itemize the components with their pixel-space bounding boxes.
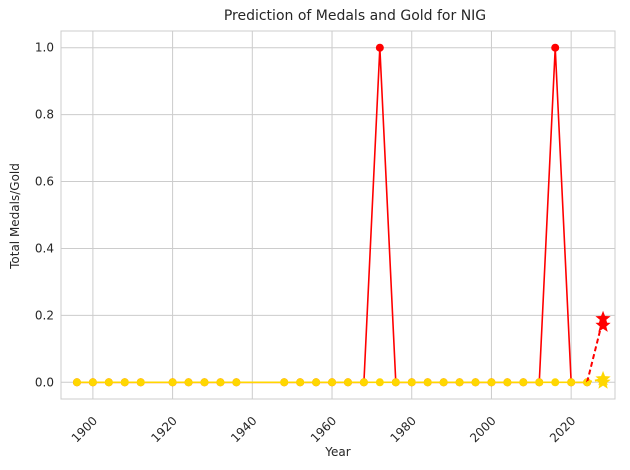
- grid: [61, 31, 615, 399]
- y-tick-label: 0.6: [35, 175, 54, 189]
- series-1-point: [200, 378, 209, 387]
- series-1-point: [455, 378, 464, 387]
- series-1-point: [328, 378, 337, 387]
- series-layer: [72, 43, 611, 389]
- series-1-point: [104, 378, 113, 387]
- series-1-point: [72, 378, 81, 387]
- series-1-point: [487, 378, 496, 387]
- series-1-point: [535, 378, 544, 387]
- series-0-point: [551, 43, 560, 52]
- prediction-star-1: [595, 374, 611, 389]
- x-tick-label: 2000: [467, 414, 498, 445]
- series-1-point: [391, 378, 400, 387]
- series-1-point: [280, 378, 289, 387]
- plot-frame: [60, 30, 616, 400]
- series-1-point: [551, 378, 560, 387]
- series-1-point: [471, 378, 480, 387]
- x-tick-label: 1960: [308, 414, 339, 445]
- y-tick-label: 0.2: [35, 308, 54, 322]
- series-1-point: [168, 378, 177, 387]
- chart-title: Prediction of Medals and Gold for NIG: [224, 8, 486, 24]
- x-axis-label: Year: [324, 445, 350, 459]
- x-tick-label: 2020: [547, 414, 578, 445]
- y-tick-label: 1.0: [35, 41, 54, 55]
- series-1-point: [407, 378, 416, 387]
- x-tick-label: 1940: [228, 414, 259, 445]
- series-1-point: [88, 378, 97, 387]
- series-1-point: [439, 378, 448, 387]
- series-1-point: [136, 378, 145, 387]
- series-1-point: [120, 378, 129, 387]
- series-1-point: [375, 378, 384, 387]
- y-tick-label: 0.0: [35, 375, 54, 389]
- prediction-line-0: [586, 318, 605, 383]
- series-1-point: [296, 378, 305, 387]
- series-1-point: [359, 378, 368, 387]
- prediction-line-1: [586, 377, 604, 384]
- series-1-point: [567, 378, 576, 387]
- x-tick-label: 1980: [388, 414, 419, 445]
- series-1-point: [184, 378, 193, 387]
- tick-labels: 1900 1920 1940 1960 1980 2000 2020 0.0 0.2 0.4 0.6…: [35, 41, 579, 445]
- series-1-point: [216, 378, 225, 387]
- series-1-point: [343, 378, 352, 387]
- prediction-star-0: [595, 317, 611, 332]
- y-tick-label: 0.8: [35, 108, 54, 122]
- series-0-point: [375, 43, 384, 52]
- x-tick-label: 1900: [69, 414, 100, 445]
- series-1-point: [519, 378, 528, 387]
- y-tick-label: 0.4: [35, 241, 54, 255]
- y-axis-label: Total Medals/Gold: [8, 163, 22, 270]
- series-1-point: [503, 378, 512, 387]
- series-1-point: [423, 378, 432, 387]
- series-1-point: [232, 378, 241, 387]
- series-1-point: [312, 378, 321, 387]
- x-tick-label: 1920: [148, 414, 179, 445]
